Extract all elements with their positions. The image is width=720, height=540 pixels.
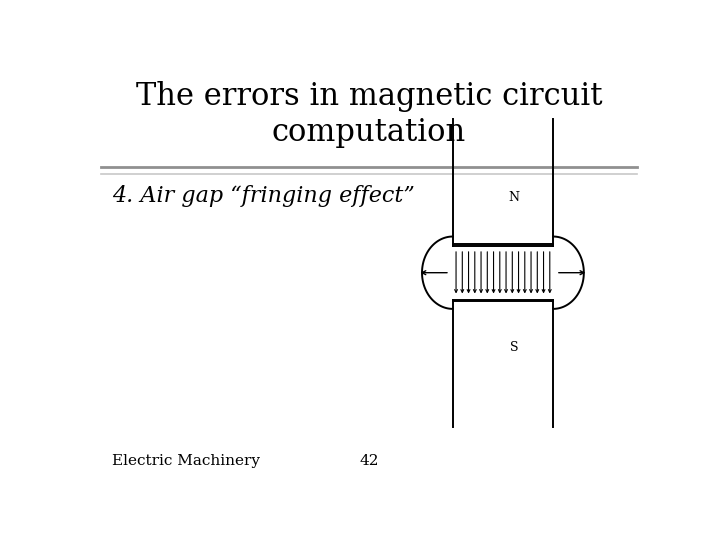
Text: N: N <box>508 191 520 204</box>
Text: S: S <box>510 341 518 354</box>
Text: Electric Machinery: Electric Machinery <box>112 454 261 468</box>
Text: 42: 42 <box>359 454 379 468</box>
Text: 4. Air gap “fringing effect”: 4. Air gap “fringing effect” <box>112 185 415 207</box>
Text: The errors in magnetic circuit
computation: The errors in magnetic circuit computati… <box>136 82 602 148</box>
